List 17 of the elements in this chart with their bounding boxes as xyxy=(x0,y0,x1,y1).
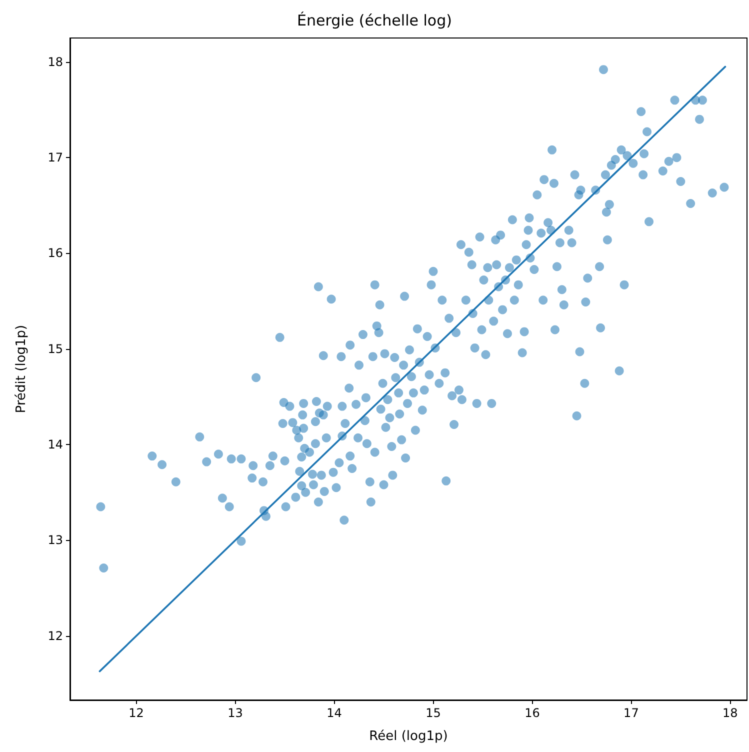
x-tick-label: 13 xyxy=(228,706,243,720)
y-tick-label: 17 xyxy=(48,150,63,165)
y-tick-label: 14 xyxy=(48,438,63,452)
y-axis-title: Prédit (log1p) xyxy=(14,324,29,414)
x-tick-label: 15 xyxy=(426,706,441,720)
y-tick-label: 12 xyxy=(48,628,63,643)
y-tick-label: 13 xyxy=(48,533,63,548)
x-tick-label: 14 xyxy=(326,706,342,720)
y-tick-label: 18 xyxy=(48,54,63,69)
y-tick-label: 16 xyxy=(48,246,63,260)
chart-title: Énergie (échelle log) xyxy=(297,12,452,30)
x-tick-label: 12 xyxy=(128,706,144,720)
x-tick-label: 17 xyxy=(624,706,639,720)
x-axis-title: Réel (log1p) xyxy=(369,729,448,744)
x-tick-label: 16 xyxy=(524,706,540,720)
x-tick-label: 18 xyxy=(722,706,738,720)
y-tick-label: 15 xyxy=(48,342,63,356)
